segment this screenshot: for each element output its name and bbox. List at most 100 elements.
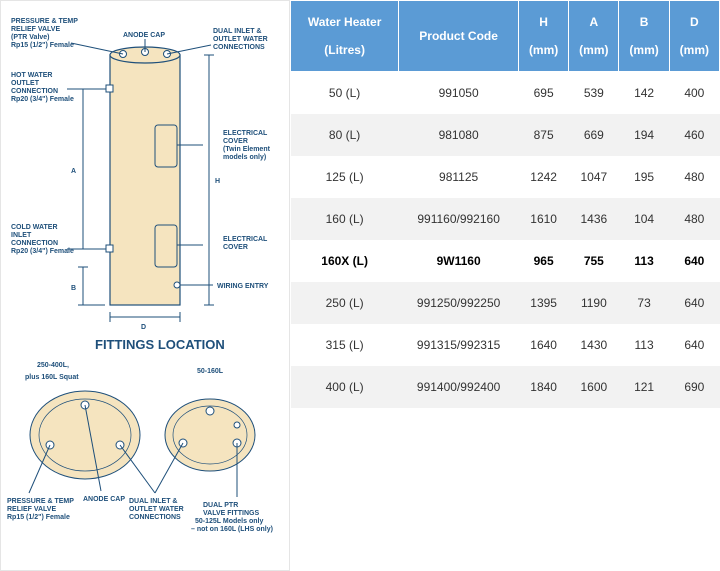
ann-ec1-l4: models only) [223,154,266,161]
cell-a: 1190 [569,282,619,324]
cell-a: 1047 [569,156,619,198]
dim-a-label: A [71,168,76,175]
cell-pc: 991315/992315 [399,324,519,366]
cell-d: 460 [669,114,719,156]
cell-a: 1436 [569,198,619,240]
tv-anode: ANODE CAP [83,496,125,503]
cell-a: 539 [569,72,619,115]
cell-pc: 981125 [399,156,519,198]
tv-dual-l1: DUAL INLET & [129,498,177,505]
spec-table-container: Water Heater(Litres) Product Code H(mm) … [290,0,720,571]
ann-ec2-l2: COVER [223,244,248,251]
th-h: H(mm) [519,1,569,72]
th-water-heater: Water Heater(Litres) [291,1,399,72]
cell-wh: 400 (L) [291,366,399,408]
ann-anode: ANODE CAP [123,32,165,39]
cell-b: 121 [619,366,669,408]
cell-wh: 80 (L) [291,114,399,156]
topview-right-label: 50-160L [197,368,224,375]
ann-dual-l3: CONNECTIONS [213,44,265,51]
th-product-code: Product Code [399,1,519,72]
tv-ptr-l3: Rp15 (1/2") Female [7,514,70,521]
table-row: 125 (L)98112512421047195480 [291,156,720,198]
cell-a: 669 [569,114,619,156]
cell-b: 113 [619,240,669,282]
ann-ptr-l2: RELIEF VALVE [11,26,60,33]
cell-d: 480 [669,198,719,240]
table-header-row: Water Heater(Litres) Product Code H(mm) … [291,1,720,72]
cell-h: 1395 [519,282,569,324]
cell-b: 194 [619,114,669,156]
tv-ptr-l1: PRESSURE & TEMP [7,498,74,505]
ann-cold-l2: INLET [11,232,32,239]
topview-left-label-2: plus 160L Squat [25,374,79,381]
table-row: 250 (L)991250/9922501395119073640 [291,282,720,324]
ann-hot-l2: OUTLET [11,80,40,87]
tv-dual-l2: OUTLET WATER [129,506,184,513]
cell-pc: 991400/992400 [399,366,519,408]
cell-d: 640 [669,324,719,366]
table-row: 80 (L)981080875669194460 [291,114,720,156]
cell-a: 1430 [569,324,619,366]
cell-wh: 250 (L) [291,282,399,324]
th-d: D(mm) [669,1,719,72]
cell-pc: 991050 [399,72,519,115]
tv-dual-l3: CONNECTIONS [129,514,181,521]
spec-table: Water Heater(Litres) Product Code H(mm) … [290,0,720,408]
cell-wh: 160 (L) [291,198,399,240]
cell-d: 640 [669,240,719,282]
table-row: 315 (L)991315/99231516401430113640 [291,324,720,366]
cell-b: 73 [619,282,669,324]
fittings-diagram: H A B D PRESSURE & TEMP REL [0,0,290,571]
table-row: 160X (L)9W1160965755113640 [291,240,720,282]
cell-h: 695 [519,72,569,115]
ann-dual-l1: DUAL INLET & [213,28,261,35]
cell-d: 640 [669,282,719,324]
cell-b: 142 [619,72,669,115]
dim-b-label: B [71,285,76,292]
cell-d: 400 [669,72,719,115]
cell-wh: 125 (L) [291,156,399,198]
ann-hot-l4: Rp20 (3/4") Female [11,96,74,103]
tv-dptr-l2: VALVE FITTINGS [203,510,259,517]
ann-ec1-l1: ELECTRICAL [223,130,268,137]
cell-b: 195 [619,156,669,198]
cell-h: 1242 [519,156,569,198]
ann-hot-l1: HOT WATER [11,72,52,79]
ann-dual-l2: OUTLET WATER [213,36,268,43]
fittings-title: FITTINGS LOCATION [95,337,225,352]
ann-cold-l4: Rp20 (3/4") Female [11,248,74,255]
cell-a: 1600 [569,366,619,408]
cell-pc: 991160/992160 [399,198,519,240]
tv-ptr-l2: RELIEF VALVE [7,506,56,513]
cell-a: 755 [569,240,619,282]
th-b: B(mm) [619,1,669,72]
cell-d: 690 [669,366,719,408]
cell-h: 965 [519,240,569,282]
tv-dptr-l3: 50-125L Models only [195,518,263,525]
cell-h: 875 [519,114,569,156]
cell-h: 1840 [519,366,569,408]
cell-wh: 160X (L) [291,240,399,282]
table-row: 160 (L)991160/99216016101436104480 [291,198,720,240]
ann-ptr-l3: (PTR Valve) [11,34,50,41]
tv-dptr-l4: – not on 160L (LHS only) [191,526,273,533]
ann-cold-l3: CONNECTION [11,240,58,247]
cell-h: 1610 [519,198,569,240]
ann-ec1-l3: (Twin Element [223,146,271,153]
cell-b: 113 [619,324,669,366]
dim-h-label: H [215,178,220,185]
cell-d: 480 [669,156,719,198]
cell-pc: 991250/992250 [399,282,519,324]
ann-ec2-l1: ELECTRICAL [223,236,268,243]
cell-wh: 50 (L) [291,72,399,115]
table-row: 50 (L)991050695539142400 [291,72,720,115]
topview-left-label-1: 250-400L, [37,362,69,369]
cell-wh: 315 (L) [291,324,399,366]
table-row: 400 (L)991400/99240018401600121690 [291,366,720,408]
ann-wiring: WIRING ENTRY [217,283,269,290]
cell-h: 1640 [519,324,569,366]
dim-d-label: D [141,324,146,331]
cell-pc: 981080 [399,114,519,156]
ann-ptr-l4: Rp15 (1/2") Female [11,42,74,49]
